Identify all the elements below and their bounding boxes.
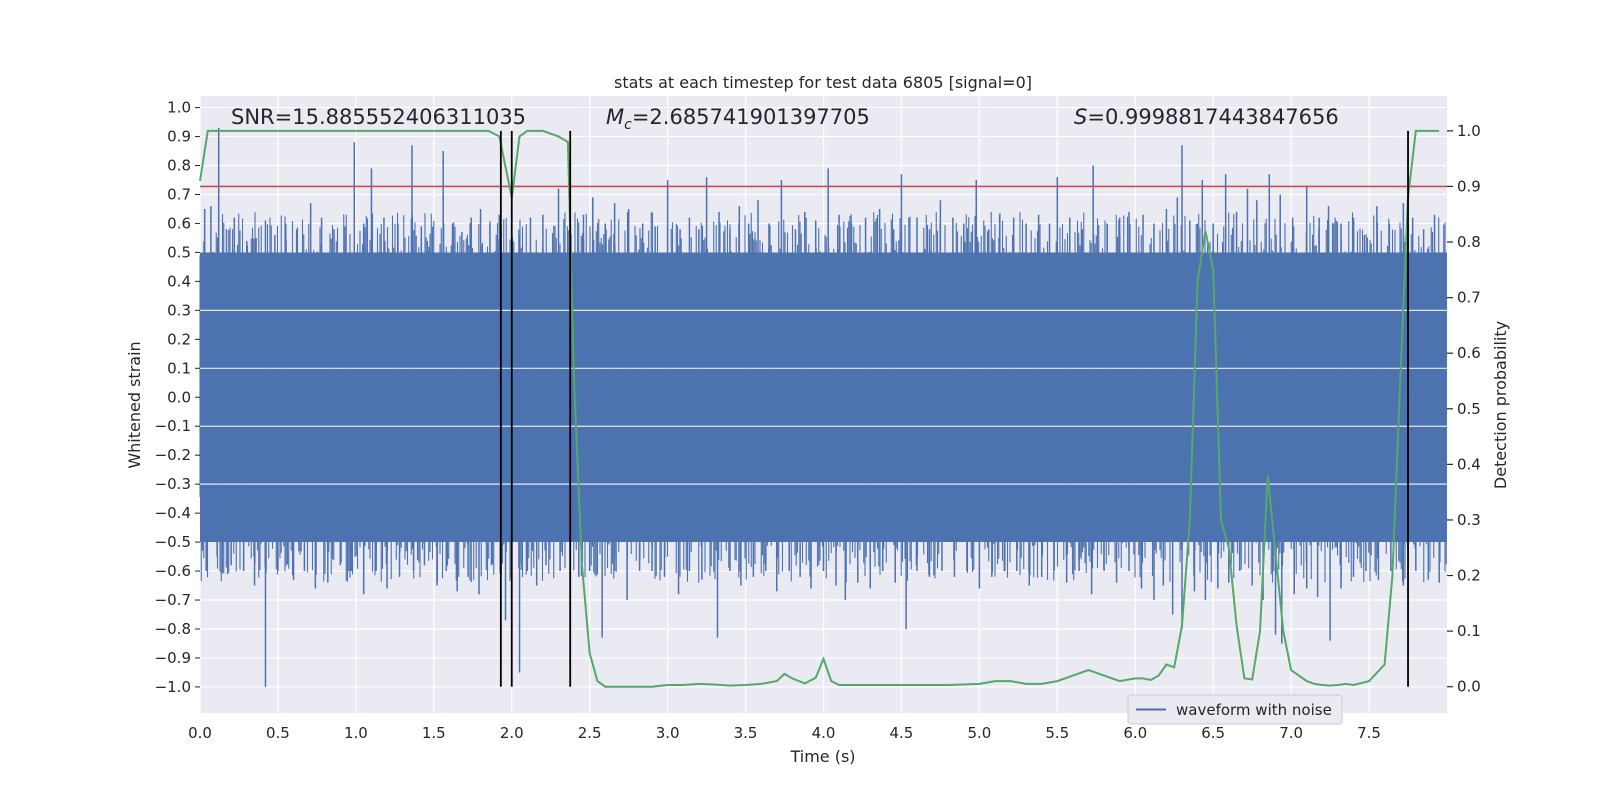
right-y-tick-label: 0.6 — [1457, 344, 1481, 362]
left-y-tick-label: 0.3 — [167, 301, 191, 319]
x-tick-label: 1.5 — [422, 724, 446, 742]
right-y-tick-label: 0.9 — [1457, 177, 1481, 195]
x-tick-label: 7.0 — [1279, 724, 1303, 742]
vertical-lines-layer — [499, 130, 1409, 687]
right-y-tick-label: 0.0 — [1457, 678, 1481, 696]
left-y-tick-label: −0.5 — [155, 533, 191, 551]
probability-layer — [199, 129, 1447, 688]
waveform-layer — [199, 127, 1447, 687]
legend-label: waveform with noise — [1176, 701, 1332, 719]
left-y-axis-label: Whitened strain — [125, 341, 144, 468]
x-tick-label: 3.0 — [656, 724, 680, 742]
x-axis-ticks: 0.0 0.5 1.0 1.5 2.0 2.5 3.0 3.5 4.0 4.5 5.0 5.5 6.0 6… — [188, 724, 1381, 742]
left-y-tick-label: 0.5 — [167, 243, 191, 261]
left-y-tick-label: 1.0 — [167, 99, 191, 117]
chirp-mass-subscript: c — [624, 117, 632, 133]
right-y-axis-label: Detection probability — [1491, 321, 1510, 489]
chirp-mass-symbol: M — [606, 105, 624, 129]
significance-annotation: S=0.9998817443847656 — [1074, 105, 1339, 129]
right-y-tick-label: 0.3 — [1457, 511, 1481, 529]
right-y-tick-label: 0.1 — [1457, 622, 1481, 640]
right-y-axis-ticks: 1.0 0.9 0.8 0.7 0.6 0.5 0.4 0.3 0.2 0.1 0.0 — [1447, 122, 1481, 696]
left-y-tick-label: 0.8 — [167, 157, 191, 175]
x-tick-label: 3.5 — [734, 724, 758, 742]
left-y-tick-label: −0.2 — [155, 446, 191, 464]
legend-box — [1127, 694, 1343, 725]
left-y-tick-label: −0.8 — [155, 620, 191, 638]
left-y-tick-label: −0.4 — [155, 504, 191, 522]
left-y-tick-label: −0.9 — [155, 649, 191, 667]
x-tick-label: 7.5 — [1357, 724, 1381, 742]
x-tick-label: 5.0 — [967, 724, 991, 742]
x-axis-label: Time (s) — [789, 747, 855, 766]
significance-value: =0.9998817443847656 — [1087, 105, 1338, 129]
x-tick-label: 4.0 — [812, 724, 836, 742]
left-y-tick-label: −0.6 — [155, 562, 191, 580]
left-y-tick-label: −0.7 — [155, 591, 191, 609]
x-tick-label: 2.0 — [500, 724, 524, 742]
x-tick-label: 6.5 — [1201, 724, 1225, 742]
left-y-tick-label: −0.1 — [155, 417, 191, 435]
detection-probability-line — [199, 129, 1440, 688]
x-tick-label: 5.5 — [1045, 724, 1069, 742]
left-y-tick-label: 0.1 — [167, 359, 191, 377]
chart-title: stats at each timestep for test data 680… — [614, 73, 1032, 92]
x-tick-label: 4.5 — [890, 724, 914, 742]
right-y-tick-label: 0.4 — [1457, 455, 1481, 473]
x-tick-label: 0.5 — [266, 724, 290, 742]
chirp-mass-annotation: Mc=2.685741901397705 — [606, 105, 870, 133]
left-y-axis-ticks: 1.0 0.9 0.8 0.7 0.6 0.5 0.4 0.3 0.2 0.1 0.0 −0.1 −0.… — [155, 99, 200, 696]
left-y-tick-label: −0.3 — [155, 475, 191, 493]
legend: waveform with noise — [1127, 694, 1343, 725]
x-tick-label: 6.0 — [1123, 724, 1147, 742]
left-y-tick-label: 0.9 — [167, 128, 191, 146]
right-y-tick-label: 0.5 — [1457, 400, 1481, 418]
left-y-tick-label: 0.0 — [167, 388, 191, 406]
x-tick-label: 1.0 — [344, 724, 368, 742]
left-y-tick-label: 0.6 — [167, 214, 191, 232]
left-y-tick-label: 0.4 — [167, 272, 191, 290]
x-tick-label: 2.5 — [578, 724, 602, 742]
x-tick-label: 0.0 — [188, 724, 212, 742]
right-y-tick-label: 0.8 — [1457, 233, 1481, 251]
left-y-tick-label: 0.7 — [167, 185, 191, 203]
chirp-mass-value: =2.685741901397705 — [632, 105, 870, 129]
right-y-tick-label: 0.7 — [1457, 289, 1481, 307]
left-y-tick-label: −1.0 — [155, 678, 191, 696]
snr-annotation: SNR=15.885552406311035 — [231, 105, 526, 129]
left-y-tick-label: 0.2 — [167, 330, 191, 348]
significance-symbol: S — [1074, 105, 1087, 129]
right-y-tick-label: 1.0 — [1457, 122, 1481, 140]
right-y-tick-label: 0.2 — [1457, 567, 1481, 585]
